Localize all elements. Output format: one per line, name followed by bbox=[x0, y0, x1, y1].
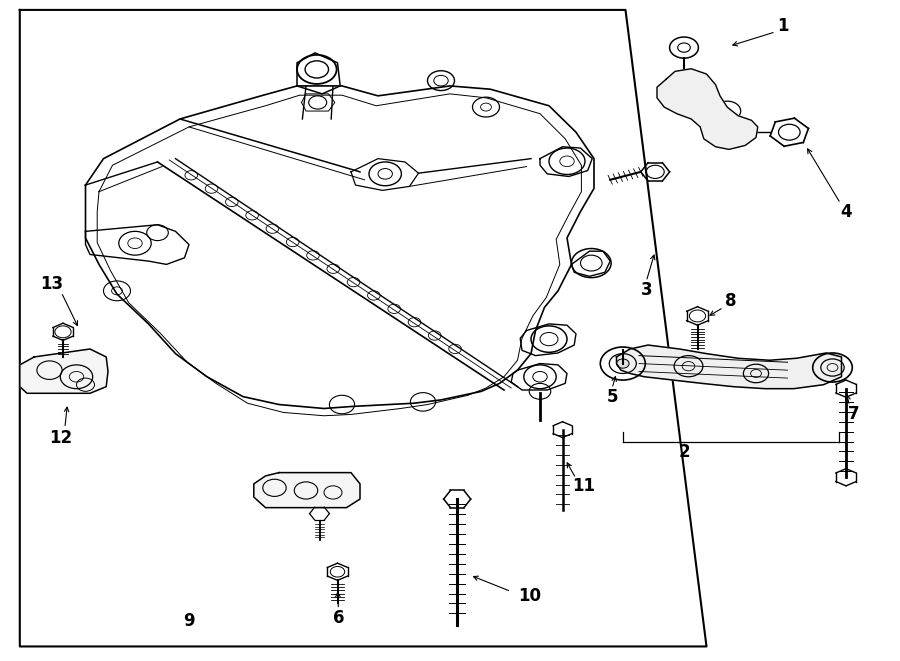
Polygon shape bbox=[657, 69, 758, 149]
Text: 12: 12 bbox=[50, 428, 73, 447]
Text: 1: 1 bbox=[778, 17, 788, 36]
Text: 7: 7 bbox=[848, 405, 859, 423]
Text: 3: 3 bbox=[641, 280, 652, 299]
Text: 11: 11 bbox=[572, 477, 595, 496]
Polygon shape bbox=[254, 473, 360, 508]
Text: 6: 6 bbox=[333, 609, 344, 627]
Polygon shape bbox=[616, 345, 842, 389]
Text: 4: 4 bbox=[841, 202, 851, 221]
Text: 10: 10 bbox=[518, 587, 541, 605]
Text: 2: 2 bbox=[679, 443, 689, 461]
Text: 13: 13 bbox=[40, 275, 64, 293]
Text: 9: 9 bbox=[184, 612, 194, 631]
Circle shape bbox=[616, 359, 629, 368]
Text: 8: 8 bbox=[725, 292, 736, 310]
Text: 5: 5 bbox=[607, 387, 617, 406]
Polygon shape bbox=[20, 349, 108, 393]
